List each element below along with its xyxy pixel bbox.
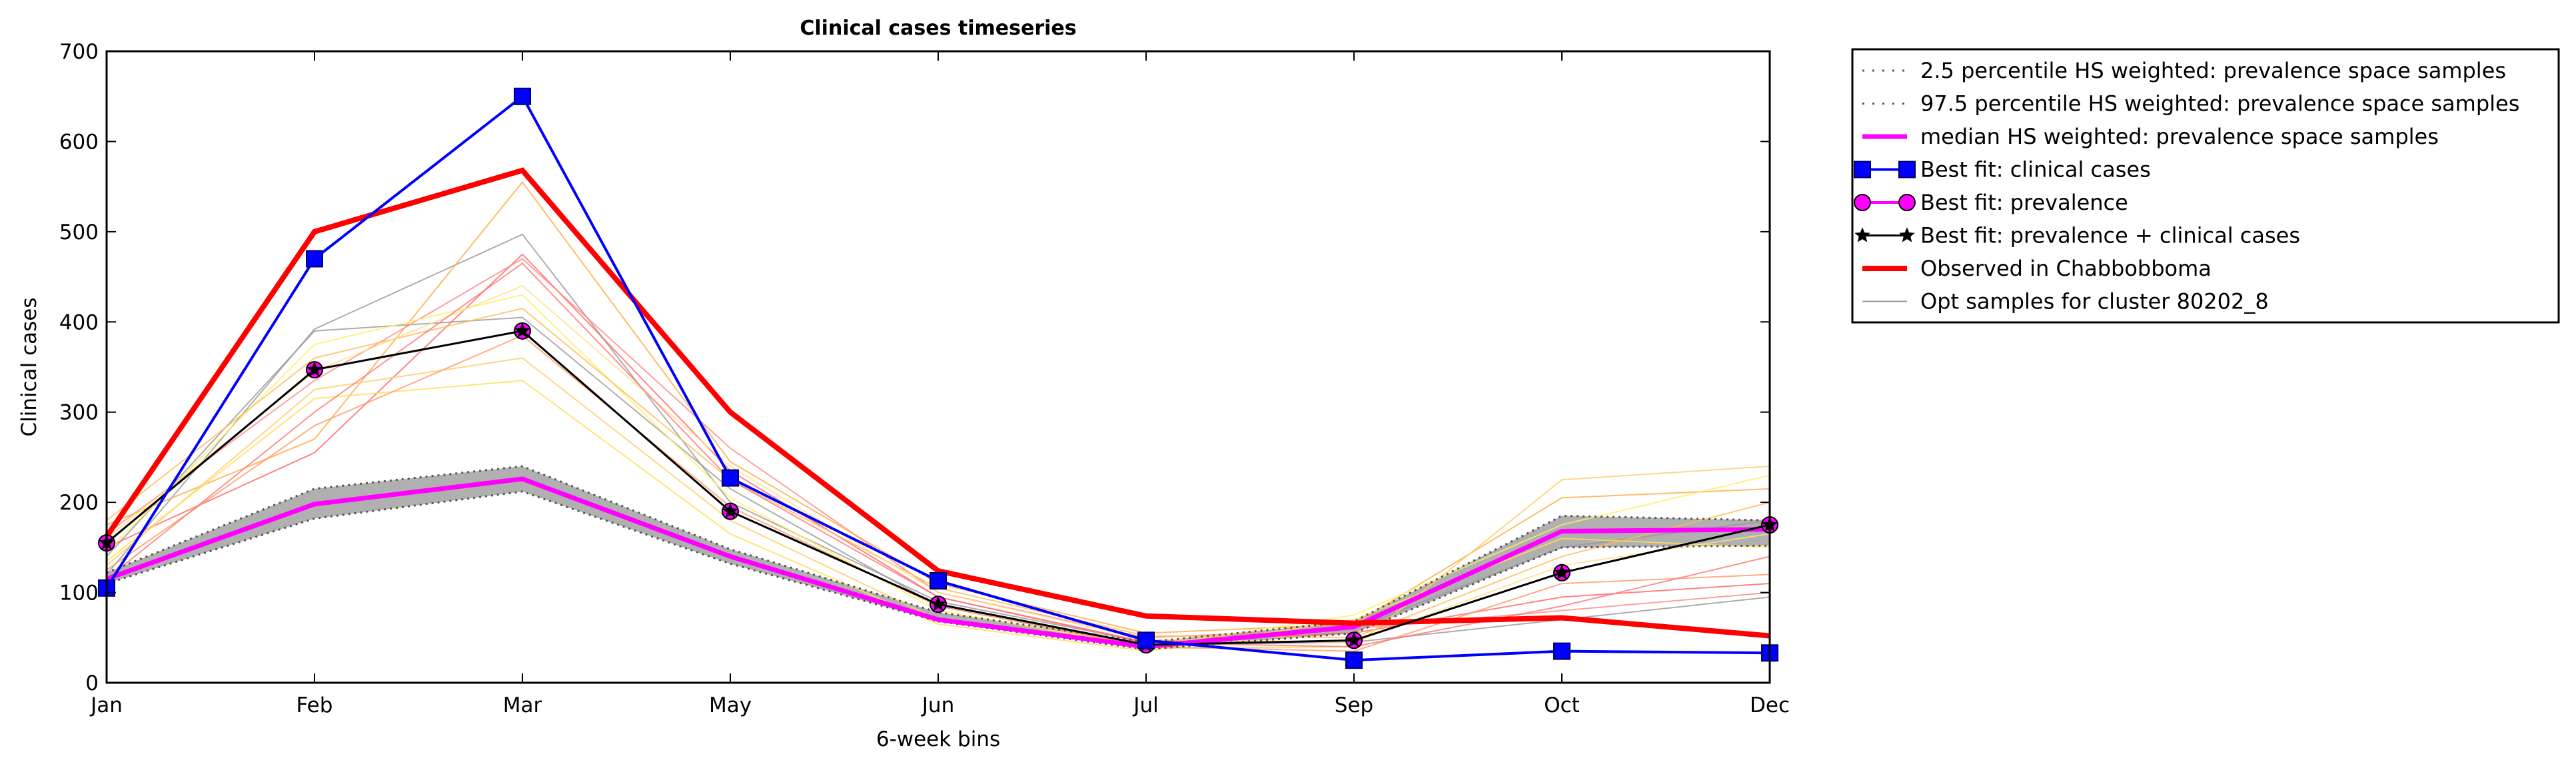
legend-label-0: 2.5 percentile HS weighted: prevalence s…: [1920, 58, 2506, 83]
x-tick-label-5: Jul: [1132, 693, 1158, 717]
series-3-point-5: [1137, 631, 1155, 649]
series-5-point-4: [930, 595, 946, 611]
legend-label-7: Opt samples for cluster 80202_8: [1920, 289, 2269, 314]
series-5-point-3: [722, 503, 738, 518]
series-3-point-2: [514, 87, 531, 105]
series-3-point-3: [722, 469, 739, 487]
series-3-point-7: [1553, 642, 1571, 660]
y-axis: 0 100 200 300 400 500 600 700: [59, 40, 1770, 695]
legend-marker-5-0: [1854, 227, 1870, 242]
y-tick-label-2: 200: [59, 491, 99, 515]
series-5-point-2: [514, 322, 530, 338]
x-tick-label-1: Feb: [297, 693, 333, 717]
x-tick-label-8: Dec: [1750, 693, 1790, 717]
series-line-6: [104, 167, 1770, 639]
series-6: [104, 167, 1770, 639]
y-tick-label-4: 400: [59, 310, 99, 334]
legend-marker-3-1: [1898, 161, 1916, 179]
legend-marker-4-1: [1898, 194, 1916, 211]
series-5-point-1: [307, 361, 322, 377]
y-tick-label-3: 300: [59, 401, 99, 425]
series-2: [105, 476, 1770, 649]
series-3-point-1: [306, 250, 323, 268]
x-tick-label-2: Mar: [503, 693, 542, 717]
series-5-point-6: [1346, 631, 1362, 647]
legend-label-1: 97.5 percentile HS weighted: prevalence …: [1920, 91, 2519, 117]
legend-marker-4-0: [1854, 194, 1871, 211]
legend-label-5: Best fit: prevalence + clinical cases: [1920, 223, 2300, 248]
x-tick-label-4: Jun: [921, 693, 954, 717]
y-tick-label-1: 100: [59, 581, 99, 605]
legend: 2.5 percentile HS weighted: prevalence s…: [1851, 48, 2560, 324]
x-tick-label-7: Oct: [1544, 693, 1580, 717]
x-tick-label-6: Sep: [1335, 693, 1373, 717]
plot-area: [98, 87, 1778, 669]
legend-frame: [1851, 48, 2560, 324]
series-1: [106, 465, 1770, 643]
series-line-2: [105, 476, 1770, 649]
x-axis: Jan Feb Mar May Jun Jul Sep Oct Dec: [89, 51, 1790, 717]
y-tick-label-7: 700: [59, 40, 99, 64]
x-tick-label-0: Jan: [89, 693, 123, 717]
legend-label-2: median HS weighted: prevalence space sam…: [1920, 124, 2439, 149]
y-axis-label: Clinical cases: [17, 297, 41, 436]
x-axis-label: 6-week bins: [876, 727, 1000, 751]
legend-marker-5-1: [1899, 227, 1915, 242]
series-line-1: [106, 465, 1770, 643]
series-3-point-6: [1345, 651, 1363, 669]
series-5-point-7: [1554, 564, 1570, 579]
legend-label-6: Observed in Chabbobboma: [1920, 256, 2212, 281]
y-tick-label-0: 0: [85, 671, 99, 695]
x-tick-label-3: May: [709, 693, 752, 717]
series-3-point-4: [930, 572, 947, 589]
legend-label-3: Best fit: clinical cases: [1920, 157, 2151, 183]
opt-sample-line-10: [106, 284, 1770, 643]
y-tick-label-5: 500: [59, 220, 99, 244]
legend-label-4: Best fit: prevalence: [1920, 190, 2128, 215]
legend-marker-3-0: [1854, 161, 1871, 179]
chart-title: Clinical cases timeseries: [800, 17, 1076, 40]
y-tick-label-6: 600: [59, 130, 99, 154]
